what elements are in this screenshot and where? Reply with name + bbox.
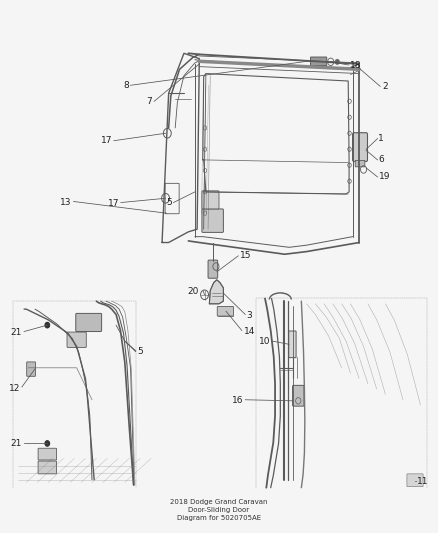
Text: 11: 11 xyxy=(417,477,428,486)
Text: 3: 3 xyxy=(246,311,252,320)
Text: 6: 6 xyxy=(379,156,385,164)
FancyBboxPatch shape xyxy=(76,313,102,332)
Text: 7: 7 xyxy=(147,97,152,106)
Circle shape xyxy=(45,322,49,328)
Text: 12: 12 xyxy=(9,384,20,392)
Text: 1: 1 xyxy=(378,134,384,143)
Text: 5: 5 xyxy=(166,198,172,207)
Text: 20: 20 xyxy=(187,287,199,295)
FancyBboxPatch shape xyxy=(27,362,35,376)
Text: 19: 19 xyxy=(379,173,390,181)
Text: 5: 5 xyxy=(137,348,143,356)
Text: 21: 21 xyxy=(11,439,22,448)
Polygon shape xyxy=(209,280,223,304)
FancyBboxPatch shape xyxy=(38,461,57,474)
Text: 15: 15 xyxy=(240,252,251,260)
FancyBboxPatch shape xyxy=(407,474,423,487)
FancyBboxPatch shape xyxy=(293,385,304,406)
Text: 13: 13 xyxy=(60,198,72,207)
FancyBboxPatch shape xyxy=(311,57,327,66)
Text: 17: 17 xyxy=(101,136,112,145)
Text: 21: 21 xyxy=(11,328,22,337)
FancyBboxPatch shape xyxy=(202,191,219,209)
FancyBboxPatch shape xyxy=(208,260,218,278)
FancyBboxPatch shape xyxy=(353,133,367,161)
Text: 8: 8 xyxy=(123,81,129,90)
Text: 2018 Dodge Grand Caravan
Door-Sliding Door
Diagram for 5020705AE: 2018 Dodge Grand Caravan Door-Sliding Do… xyxy=(170,499,268,521)
Text: 18: 18 xyxy=(350,61,362,69)
Text: 14: 14 xyxy=(244,327,255,336)
FancyBboxPatch shape xyxy=(355,160,365,167)
FancyBboxPatch shape xyxy=(67,332,86,348)
Circle shape xyxy=(45,441,49,446)
FancyBboxPatch shape xyxy=(202,209,223,232)
Text: 2: 2 xyxy=(382,82,388,91)
FancyBboxPatch shape xyxy=(38,448,57,460)
Text: 10: 10 xyxy=(259,337,271,345)
Circle shape xyxy=(335,59,339,64)
Text: 16: 16 xyxy=(232,397,244,405)
FancyBboxPatch shape xyxy=(289,331,296,358)
FancyBboxPatch shape xyxy=(217,306,233,316)
Text: 17: 17 xyxy=(108,199,119,208)
